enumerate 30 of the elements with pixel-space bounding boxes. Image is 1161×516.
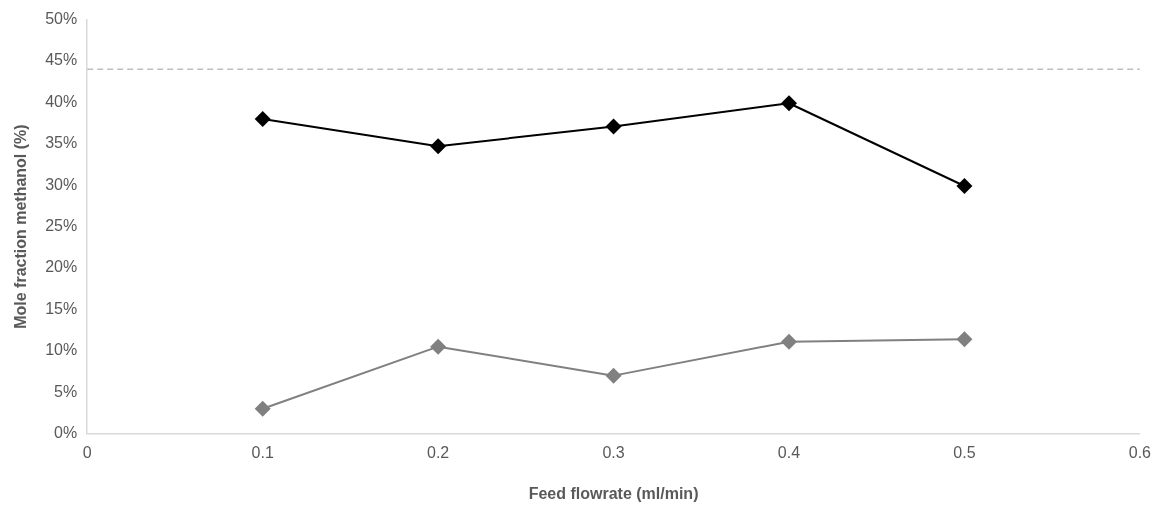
point bbox=[780, 95, 797, 112]
y-tick-label: 25% bbox=[45, 217, 78, 235]
point bbox=[605, 367, 622, 384]
point bbox=[254, 110, 271, 127]
point bbox=[956, 178, 973, 195]
point bbox=[956, 331, 973, 348]
y-axis-title: Mole fraction methanol (%) bbox=[12, 124, 30, 329]
x-tick-label: 0.6 bbox=[1128, 443, 1152, 461]
y-tick-label: 10% bbox=[45, 341, 78, 359]
y-tick-label: 20% bbox=[45, 258, 78, 276]
point bbox=[780, 333, 797, 350]
x-axis-title: Feed flowrate (ml/min) bbox=[528, 484, 699, 502]
x-tick-label: 0.4 bbox=[777, 443, 801, 461]
x-tick-label: 0.3 bbox=[602, 443, 625, 461]
point bbox=[254, 400, 271, 417]
point bbox=[430, 138, 447, 155]
y-tick-label: 0% bbox=[54, 424, 78, 442]
x-tick-label: 0 bbox=[82, 443, 92, 461]
x-tick-label: 0.5 bbox=[953, 443, 976, 461]
y-tick-label: 45% bbox=[45, 51, 78, 69]
y-tick-label: 30% bbox=[45, 175, 78, 193]
x-tick-label: 0.2 bbox=[426, 443, 450, 461]
point bbox=[430, 338, 447, 355]
y-tick-label: 5% bbox=[54, 382, 78, 400]
y-tick-label: 50% bbox=[45, 10, 78, 28]
y-tick-label: 15% bbox=[45, 299, 78, 317]
y-tick-label: 40% bbox=[45, 92, 78, 110]
x-tick-label: 0.1 bbox=[251, 443, 274, 461]
y-tick-label: 35% bbox=[45, 134, 78, 152]
point bbox=[605, 118, 622, 135]
